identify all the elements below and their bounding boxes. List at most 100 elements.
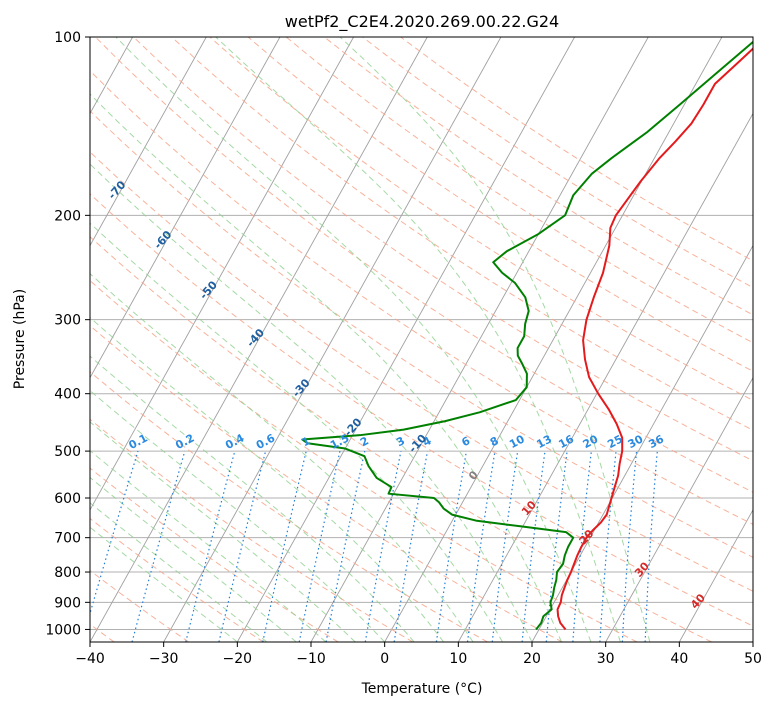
isotherm [678, 508, 753, 642]
isotherm [90, 37, 428, 642]
mixing-ratio-line [644, 451, 658, 642]
dry-adiabat-label: 30 [632, 559, 652, 579]
x-tick-label: −10 [296, 651, 326, 667]
moist-adiabat [90, 93, 562, 642]
dry-adiabat [90, 467, 339, 642]
mixing-ratio-label: 13 [534, 432, 554, 451]
isotherm [0, 37, 59, 642]
moist-adiabat [215, 37, 621, 642]
mixing-ratio-label: 10 [507, 432, 527, 451]
isotherm [90, 37, 281, 379]
isotherm [605, 376, 753, 642]
dry-adiabat [400, 37, 753, 262]
mixing-ratio-line [521, 451, 546, 642]
x-tick-label: 30 [597, 651, 615, 667]
x-tick-label: −20 [223, 651, 253, 667]
mixing-ratio-label: 25 [605, 432, 625, 451]
x-tick-label: 50 [744, 651, 762, 667]
isotherm [531, 244, 753, 642]
temperature-profile-line [556, 47, 753, 631]
y-axis-title: Pressure (hPa) [12, 289, 28, 389]
chart-title: wetPf2_C2E4.2020.269.00.22.G24 [285, 12, 559, 32]
x-tick-label: 40 [670, 651, 688, 667]
dry-adiabat [90, 371, 488, 642]
mixing-ratio-line [131, 450, 186, 642]
dry-adiabat [90, 569, 190, 642]
dry-adiabat [90, 70, 753, 525]
dry-adiabat [90, 110, 753, 558]
moist-adiabat [90, 421, 356, 642]
plot-area [0, 37, 753, 642]
mixing-ratio-line [491, 451, 519, 642]
isotherm [310, 37, 649, 642]
x-tick-label: −30 [149, 651, 179, 667]
mixing-ratio-line [90, 450, 139, 616]
plot-labels: 0.10.20.40.611.52346810131620253036-100-… [58, 130, 709, 611]
isotherm [457, 112, 753, 642]
y-tick-label: 700 [54, 531, 81, 547]
dry-adiabat [285, 37, 753, 344]
mixing-ratio-label: 0.2 [173, 431, 196, 452]
dry-adiabat-label: -80 [58, 130, 81, 154]
isotherm [752, 641, 753, 642]
dry-adiabat [90, 324, 563, 642]
dry-adiabat [95, 37, 753, 493]
dewpoint-profile-line [301, 40, 753, 631]
y-tick-label: 900 [54, 595, 81, 611]
dry-adiabat [90, 418, 414, 642]
moist-adiabat [339, 37, 651, 642]
mixing-ratio-label: 16 [556, 432, 576, 451]
mixing-ratio-label: 6 [459, 434, 472, 449]
x-tick-label: 10 [449, 651, 467, 667]
axes-frame [89, 36, 754, 643]
moist-adiabat [90, 449, 327, 642]
x-tick-label: 20 [523, 651, 541, 667]
mixing-ratio-label: 36 [646, 432, 666, 451]
moist-adiabat [90, 163, 533, 642]
moist-adiabat [90, 222, 503, 642]
moist-adiabat [115, 37, 592, 642]
moist-adiabat [90, 389, 386, 642]
mixing-ratio-line [572, 451, 592, 642]
y-tick-label: 400 [54, 387, 81, 403]
mixing-ratio-line [466, 451, 496, 642]
dry-adiabat [90, 236, 712, 642]
moist-adiabat [90, 502, 268, 642]
moist-adiabat [90, 316, 444, 642]
mixing-ratio-line [325, 450, 366, 642]
isotherm [163, 37, 502, 642]
mixing-ratio-line [435, 450, 468, 642]
y-tick-label: 1000 [45, 622, 81, 638]
dry-adiabat-label: 40 [688, 591, 708, 611]
x-tick-label: −40 [75, 651, 105, 667]
mixing-ratio-line [298, 450, 341, 642]
isotherm [90, 37, 355, 511]
mixing-ratio-label: 20 [581, 432, 601, 451]
mixing-ratio-label: 1 [300, 434, 313, 449]
y-tick-label: 300 [54, 313, 81, 329]
mixing-ratio-line [621, 451, 638, 642]
isotherm [236, 37, 576, 642]
mixing-ratio-label: 0.1 [127, 431, 150, 452]
dry-adiabat [362, 37, 753, 289]
y-tick-label: 800 [54, 565, 81, 581]
mixing-ratio-label: 2 [358, 434, 371, 449]
dry-adiabat [133, 37, 753, 462]
mixing-ratio-label: 30 [626, 432, 646, 451]
dry-adiabat [90, 517, 264, 642]
mixing-ratio-label: 3 [394, 434, 407, 449]
dry-adiabat [90, 193, 753, 627]
mixing-ratio-line [364, 450, 402, 642]
x-tick-label: 0 [380, 651, 389, 667]
moist-adiabat [90, 355, 415, 642]
y-tick-label: 600 [54, 491, 81, 507]
moist-adiabat [90, 526, 238, 642]
isotherm [384, 37, 723, 642]
mixing-ratio-line [545, 451, 568, 642]
dry-adiabat [90, 151, 753, 592]
mixing-ratio-line [393, 450, 429, 642]
dry-adiabat [247, 37, 753, 372]
mixing-ratio-line [262, 450, 307, 642]
